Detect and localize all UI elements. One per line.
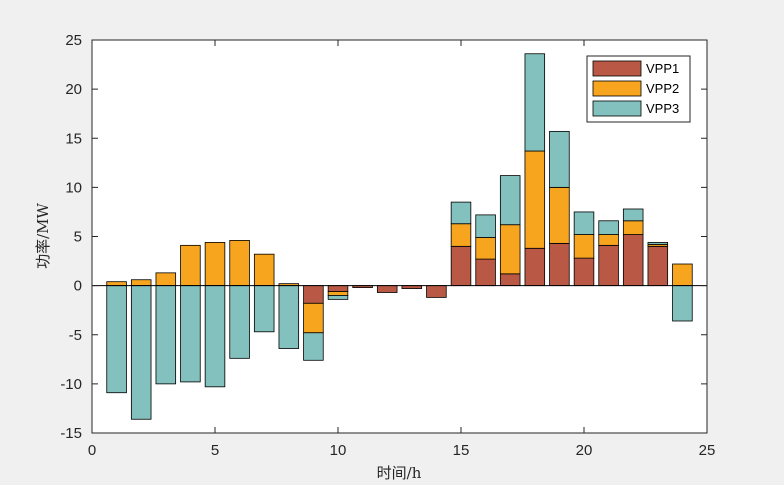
legend-label-vpp1: VPP1 [646, 61, 679, 76]
x-tick-label: 5 [211, 442, 219, 459]
legend: VPP1 VPP2 VPP3 [586, 55, 691, 123]
bar-vpp1-t15 [450, 245, 472, 287]
bar-vpp3-t10 [327, 295, 349, 300]
x-tick-label: 10 [330, 442, 347, 459]
y-tick-label: 15 [65, 130, 82, 147]
bar-vpp2-t20 [573, 234, 595, 259]
x-tick-label: 15 [453, 442, 470, 459]
bar-vpp2-t5 [204, 241, 226, 287]
bar-vpp2-t18 [524, 150, 546, 249]
bar-vpp1-t18 [524, 247, 546, 287]
y-tick-label: -15 [60, 425, 82, 442]
x-axis: 0 5 10 15 20 25 [88, 40, 716, 459]
bar-vpp1-t10 [327, 285, 349, 292]
bar-vpp2-t7 [253, 253, 275, 287]
bar-vpp2-t1 [106, 281, 127, 287]
bar-vpp2-t21 [598, 234, 619, 246]
y-tick-label: 5 [74, 229, 82, 246]
x-tick-label: 25 [699, 442, 716, 459]
bar-vpp2-t2 [130, 279, 152, 287]
bar-vpp3-t5 [204, 285, 226, 388]
y-tick-label: -10 [60, 376, 82, 393]
bar-vpp1-t23 [647, 245, 669, 287]
y-tick-label: 0 [74, 278, 82, 295]
bar-vpp3-t24 [672, 285, 693, 322]
bar-vpp3-t15 [450, 201, 472, 225]
bar-vpp1-t9 [303, 285, 324, 304]
y-tick-label: 25 [65, 32, 82, 49]
bar-vpp3-t2 [130, 285, 152, 420]
bar-vpp2-t19 [549, 186, 570, 244]
bar-vpp3-t19 [549, 130, 570, 188]
bar-vpp1-t19 [549, 242, 570, 287]
x-tick-label: 0 [88, 442, 96, 459]
bar-vpp3-t6 [229, 285, 250, 359]
bar-vpp3-t16 [475, 214, 496, 238]
bar-vpp1-t20 [573, 257, 595, 287]
legend-swatch-vpp3 [592, 100, 642, 117]
bar-vpp3-t17 [499, 175, 521, 226]
y-axis-label: 功率/MW [34, 203, 52, 269]
bar-vpp2-t16 [475, 237, 496, 260]
bar-vpp1-t21 [598, 244, 619, 287]
bar-vpp2-t22 [622, 220, 644, 235]
bar-vpp3-t22 [622, 208, 644, 222]
bar-vpp2-t6 [229, 240, 250, 287]
bar-vpp3-t1 [106, 285, 127, 394]
bar-vpp3-t23 [647, 241, 669, 245]
x-axis-label: 时间/h [377, 464, 422, 482]
y-axis: -15 -10 -5 0 5 10 15 20 25 [60, 32, 707, 442]
bar-vpp2-t24 [672, 263, 693, 287]
bar-vpp3-t8 [278, 285, 300, 349]
bar-vpp1-t14 [426, 285, 447, 298]
bar-vpp1-t12 [376, 285, 398, 293]
bar-vpp1-t16 [475, 258, 496, 287]
bar-vpp3-t9 [303, 332, 324, 361]
bar-vpp2-t17 [499, 224, 521, 275]
bar-vpp1-t17 [499, 273, 521, 287]
bar-vpp2-t15 [450, 223, 472, 247]
bar-vpp2-t10 [327, 291, 349, 296]
bar-vpp2-t3 [155, 272, 177, 287]
bar-vpp3-t3 [155, 285, 177, 385]
y-tick-label: 20 [65, 81, 82, 98]
legend-label-vpp2: VPP2 [646, 81, 679, 96]
bar-vpp2-t4 [180, 244, 201, 287]
bar-vpp3-t21 [598, 220, 619, 235]
legend-label-vpp3: VPP3 [646, 101, 679, 116]
y-tick-label: -5 [69, 327, 82, 344]
bar-vpp3-t20 [573, 211, 595, 235]
legend-swatch-vpp2 [592, 80, 642, 97]
bar-vpp3-t7 [253, 285, 275, 333]
bars-layer [106, 53, 693, 420]
bar-vpp3-t4 [180, 285, 201, 383]
x-tick-label: 20 [576, 442, 593, 459]
y-tick-label: 10 [65, 179, 82, 196]
bar-vpp3-t18 [524, 53, 546, 152]
bar-vpp2-t9 [303, 302, 324, 334]
legend-swatch-vpp1 [592, 60, 642, 77]
bar-vpp1-t22 [622, 234, 644, 287]
